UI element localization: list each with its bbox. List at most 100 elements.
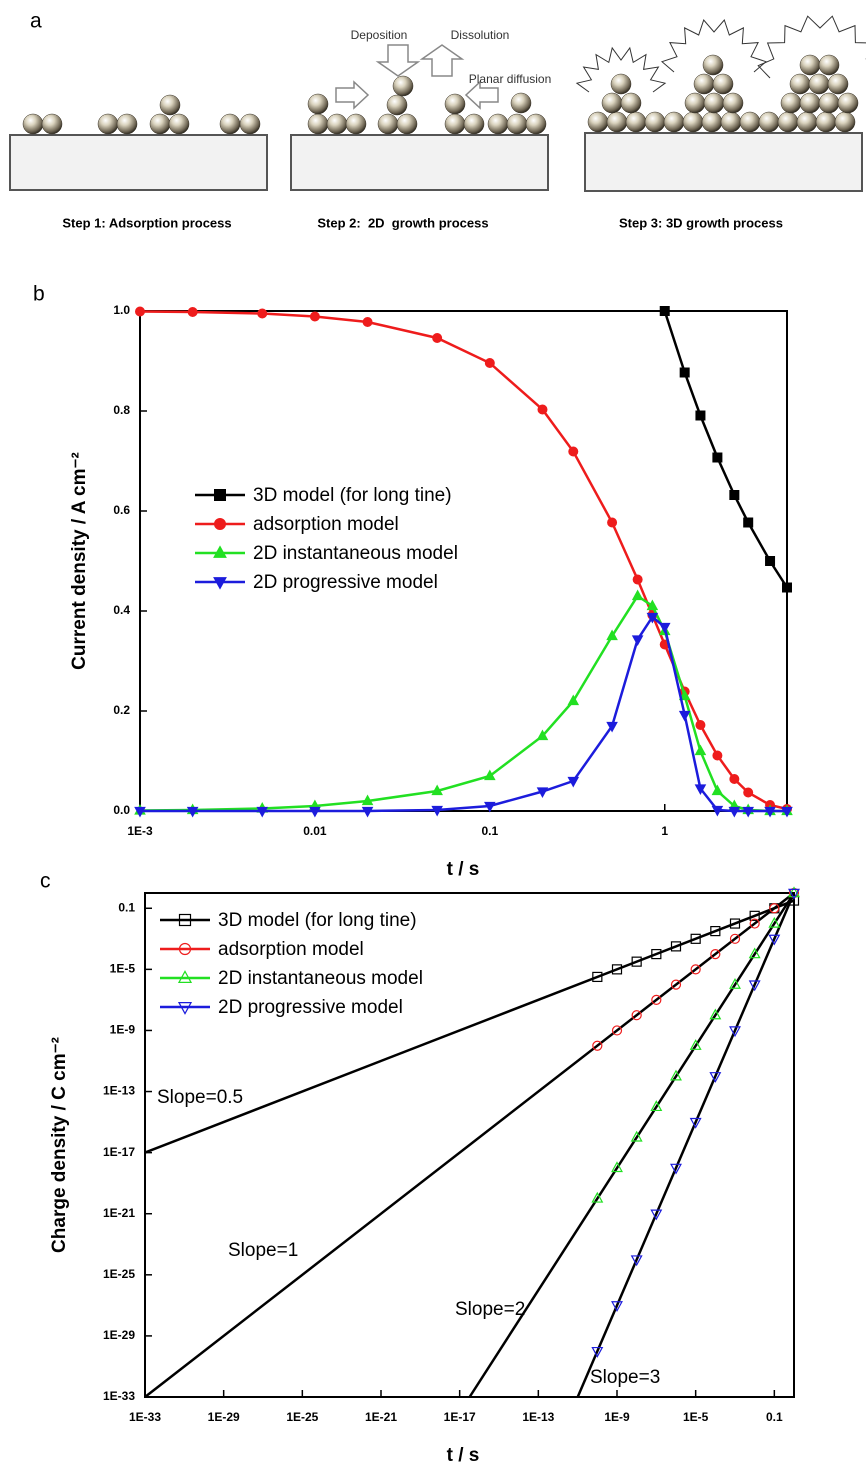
marker xyxy=(484,801,496,813)
marker xyxy=(694,784,707,795)
sphere xyxy=(777,111,799,133)
sphere xyxy=(97,113,119,135)
plot-frame xyxy=(139,310,788,812)
marker xyxy=(135,306,145,317)
sphere xyxy=(487,113,509,135)
arrow-label: Planar diffusion xyxy=(469,72,552,86)
sphere xyxy=(799,54,821,76)
panel-label: c xyxy=(40,870,51,893)
marker xyxy=(670,1069,682,1081)
sphere xyxy=(758,111,780,133)
growth-outline xyxy=(575,46,667,93)
step-label: Step 1: Adsorption process xyxy=(62,215,231,230)
y-tick-label: 0.2 xyxy=(113,703,130,717)
marker xyxy=(729,977,741,989)
sphere xyxy=(644,111,666,133)
marker xyxy=(690,933,701,944)
marker xyxy=(670,979,682,990)
marker xyxy=(592,971,603,983)
marker xyxy=(309,311,320,322)
y-tick-label: 1E-21 xyxy=(103,1206,135,1220)
marker xyxy=(257,308,268,319)
marker xyxy=(679,367,690,378)
y-tick-label: 0.1 xyxy=(118,900,135,914)
arrow-label: Deposition xyxy=(351,28,408,42)
marker xyxy=(611,1025,623,1036)
sphere xyxy=(510,92,532,114)
marker xyxy=(431,784,443,796)
sphere xyxy=(739,111,761,133)
fit-line xyxy=(576,892,796,1398)
sphere xyxy=(789,73,811,95)
marker xyxy=(631,589,644,601)
marker xyxy=(568,446,579,457)
sphere xyxy=(827,73,849,95)
sphere xyxy=(396,113,418,135)
fit-label: Slope=3 xyxy=(590,1367,660,1388)
marker xyxy=(536,729,549,741)
marker xyxy=(537,404,548,415)
y-tick-label: 1E-33 xyxy=(103,1389,135,1403)
marker xyxy=(651,948,662,960)
sphere xyxy=(307,113,329,135)
marker xyxy=(712,452,723,463)
marker xyxy=(769,903,780,914)
marker xyxy=(134,806,146,818)
marker xyxy=(650,1100,663,1112)
marker xyxy=(670,941,682,952)
marker xyxy=(567,694,580,706)
marker xyxy=(361,794,374,806)
y-tick-label: 0.6 xyxy=(113,503,130,517)
marker xyxy=(709,1008,722,1020)
marker xyxy=(788,888,800,900)
marker xyxy=(631,1010,642,1021)
legend-label: adsorption model xyxy=(253,514,399,535)
marker xyxy=(361,806,374,818)
y-tick-label: 1E-29 xyxy=(103,1328,135,1342)
marker xyxy=(630,1130,643,1142)
sphere xyxy=(601,92,623,114)
sphere xyxy=(663,111,685,133)
sphere xyxy=(682,111,704,133)
x-axis-title: t / s xyxy=(447,1445,480,1466)
sphere xyxy=(808,73,830,95)
fit-line xyxy=(468,892,796,1398)
legend-marker xyxy=(214,489,226,501)
marker xyxy=(748,947,761,959)
marker xyxy=(187,307,198,317)
sphere xyxy=(620,92,642,114)
y-tick-label: 1E-13 xyxy=(103,1084,135,1098)
x-tick-label: 1E-5 xyxy=(683,1410,709,1424)
x-tick-label: 1E-13 xyxy=(522,1410,554,1424)
marker xyxy=(695,410,706,421)
sphere xyxy=(625,111,647,133)
x-tick-label: 0.1 xyxy=(766,1410,783,1424)
marker xyxy=(729,774,740,784)
y-tick-label: 1.0 xyxy=(113,303,130,317)
marker xyxy=(591,1346,604,1358)
x-tick-label: 1E-9 xyxy=(604,1410,630,1424)
marker xyxy=(768,916,781,928)
sphere xyxy=(701,111,723,133)
legend-marker xyxy=(177,970,193,984)
marker xyxy=(630,1255,643,1267)
legend-label: 2D instantaneous model xyxy=(253,543,458,564)
marker xyxy=(650,1209,663,1221)
sphere xyxy=(22,113,44,135)
marker xyxy=(728,806,741,818)
legend-marker xyxy=(213,577,227,590)
marker xyxy=(768,934,781,946)
sphere xyxy=(610,73,632,95)
legend-marker xyxy=(213,545,227,558)
marker xyxy=(309,806,321,818)
marker xyxy=(484,769,496,781)
x-tick-label: 1E-33 xyxy=(129,1410,161,1424)
legend-label: 2D progressive model xyxy=(218,997,403,1018)
x-tick-label: 1E-29 xyxy=(208,1410,240,1424)
marker xyxy=(186,806,199,818)
sphere xyxy=(702,54,724,76)
marker xyxy=(678,710,691,722)
marker xyxy=(694,744,707,756)
marker xyxy=(611,1161,623,1173)
y-axis-title: Charge density / C cm⁻² xyxy=(49,1037,70,1253)
